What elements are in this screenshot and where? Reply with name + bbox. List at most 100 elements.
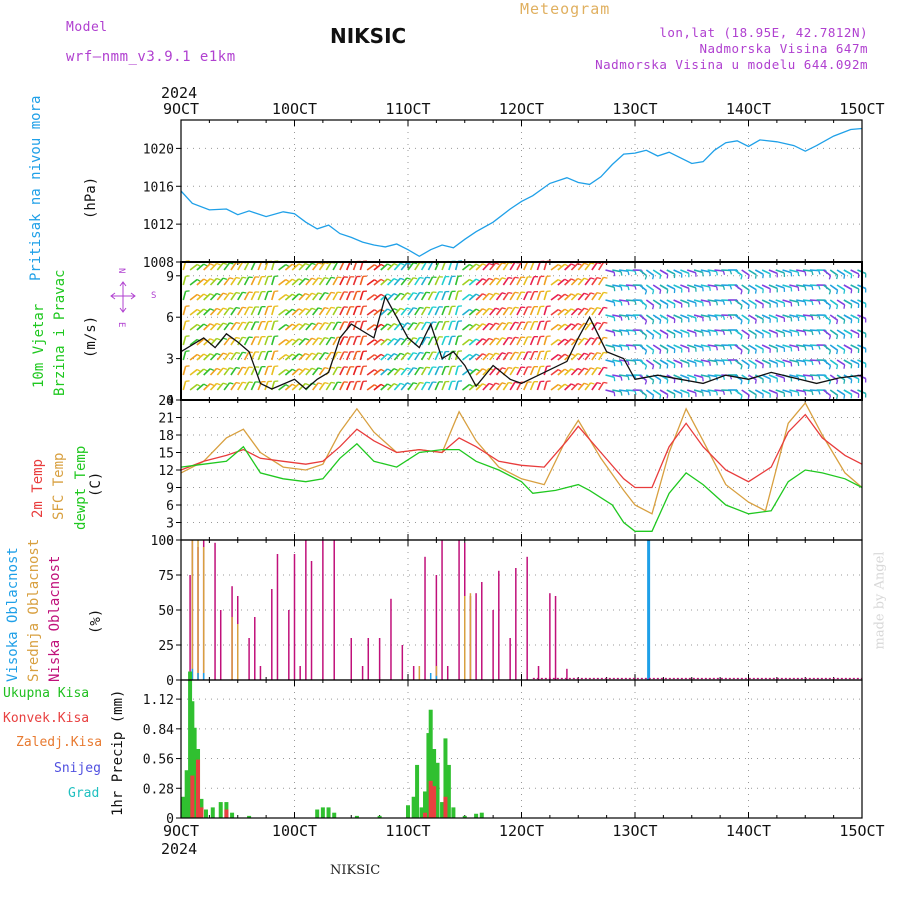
wind-barb [420,381,427,391]
wind-barb [475,278,484,286]
wind-barb [796,329,806,333]
wind-barb [564,383,572,391]
temp-ytick-label: 3 [166,517,174,532]
wind-barb-flag [722,300,726,305]
wind-barb-flag [400,262,405,266]
wind-barb-flag [298,263,303,267]
cloud-bar-srednja [435,666,438,680]
wind-barb [686,374,697,379]
wind-barb-flag [514,306,519,309]
wind-barb-flag [603,381,608,384]
wind-barb [441,336,447,346]
wind-barb [768,329,778,335]
wind-barb [461,263,471,271]
wind-barb [822,284,831,292]
wind-barb-flag [577,307,582,311]
wind-barb-flag [209,368,215,372]
wind-barb [700,299,710,303]
wind-barb [605,374,615,378]
wind-barb [454,336,459,346]
wind-barb [502,352,510,361]
wind-barb-flag [715,331,719,336]
wind-barb [529,351,535,361]
wind-barb-flag [804,376,807,381]
wind-barb [325,381,332,391]
wind-barb-flag [577,352,582,356]
wind-barb-flag [324,321,329,325]
wind-barb [243,291,250,301]
wind-barb-flag [196,368,201,373]
wind-barb-flag [666,379,669,384]
wind-barb [591,277,598,286]
wind-barb [693,374,703,379]
wind-barb [366,339,375,346]
wind-barb-flag [603,336,608,339]
wind-barb [339,336,345,346]
wind-barb [318,262,326,271]
wind-barb [454,306,459,316]
wind-barb [223,292,231,301]
cloud-bar-niska [299,666,301,680]
wind-barb-flag [419,351,424,354]
wind-barb [775,329,785,334]
wind-barb-flag [583,382,589,386]
wind-barb [591,367,598,376]
cloud-bar-niska [293,554,296,680]
wind-barb [536,291,542,301]
wind-barb [754,299,764,305]
wind-barb [557,383,566,391]
wind-barb [448,381,453,391]
wind-barb [570,367,579,376]
wind-barb [495,352,503,361]
wind-barb-flag [729,390,733,395]
wind-barb [182,291,187,301]
wind-barb-flag [644,380,648,385]
wind-barb-flag [651,365,655,370]
wind-barb [550,368,559,376]
wind-barb-flag [380,263,385,267]
wind-barb [237,291,244,301]
wind-barb [318,382,326,391]
wind-barb-flag [203,308,208,312]
wind-barb-flag [419,366,424,369]
wind-barb [298,322,306,331]
wind-barb-flag [426,336,431,339]
wind-barb [318,322,326,331]
wind-barb-flag [488,337,494,341]
wind-barb [741,314,750,321]
wind-barb [673,329,683,335]
wind-barb-flag [603,366,608,369]
wind-barb [782,344,792,349]
x-tick-label-bottom: 10OCT [272,822,317,840]
wind-barb [461,293,471,301]
wind-barb [789,299,799,303]
wind-barb-flag [475,293,480,297]
wind-barb [598,321,605,331]
wind-barb [645,299,655,306]
wind-barb [802,389,813,392]
legend-convective: Konvek.Kisa [3,711,90,726]
wind-barb [189,263,198,271]
wind-barb-flag [469,338,474,343]
model-name: wrf—nmm_v3.9.1 e1km [66,49,236,65]
wind-barb [448,291,453,301]
wind-barb [250,276,256,286]
wind-barb [237,351,244,361]
wind-barb [748,329,757,336]
wind-barb-flag [836,365,839,370]
wind-barb [482,367,490,376]
wind-barb [352,366,358,376]
temp-ytick-label: 24 [158,394,174,409]
wind-barb [734,269,743,277]
wind-barb-flag [337,321,342,324]
x-tick-label-top: 12OCT [499,100,544,118]
wind-barb-flag [196,353,201,358]
wind-barb-flag [209,278,215,282]
wind-barb-flag [229,352,234,355]
wind-barb [516,321,522,331]
wind-barb [468,323,477,331]
wind-barb [482,352,490,361]
wind-barb-flag [729,315,733,320]
wind-barb [298,292,306,301]
wind-barb [639,344,648,352]
